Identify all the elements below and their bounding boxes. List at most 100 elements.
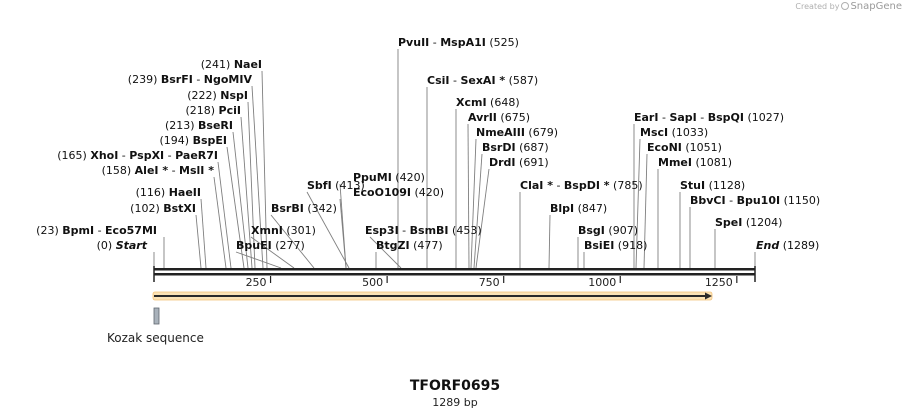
connector-nmeaiii	[470, 138, 477, 269]
site-name-stui: StuI	[680, 179, 705, 192]
connector-haeii	[200, 198, 207, 269]
site-position-bpmi: (23)	[36, 224, 62, 237]
site-position-stui: (1128)	[705, 179, 745, 192]
site-name-bbvci: BbvCI	[690, 194, 726, 207]
site-label-nspi: (222) NspI	[187, 89, 248, 102]
connector-xhoi	[217, 161, 232, 269]
connector-alei	[213, 176, 227, 269]
site-name-spei: SpeI	[715, 216, 742, 229]
ruler-tick-label-1000: 1000	[588, 276, 616, 289]
site-name-xhoi: XhoI	[90, 149, 118, 162]
connector-xmni	[250, 236, 295, 269]
site-label-bsgi: BsgI (907)	[578, 224, 638, 237]
site-name-bpuei: BpuEI	[236, 239, 272, 252]
site-name-econi: EcoNI	[647, 141, 682, 154]
connector-naei	[261, 70, 268, 269]
connector-sbfi	[306, 191, 350, 269]
site-position-btgzi: (477)	[410, 239, 443, 252]
connector-avrii	[467, 123, 470, 269]
site-sep: -	[94, 224, 105, 237]
site-label-drdi: DrdI (691)	[489, 156, 549, 169]
site-position-alei: (158)	[102, 164, 135, 177]
connector-bstxi	[195, 214, 202, 269]
site-name-btgzi: BtgZI	[376, 239, 410, 252]
site-name-haeii: HaeII	[169, 186, 201, 199]
site-name-mmei: MmeI	[658, 156, 692, 169]
site-label-xmni: XmnI (301)	[251, 224, 316, 237]
site-label-mmei: MmeI (1081)	[658, 156, 732, 169]
site-position-msci: (1033)	[668, 126, 708, 139]
site-label-haeii: (116) HaeII	[136, 186, 201, 199]
site-name-bsrfi: BsrFI	[161, 73, 193, 86]
site-name-alei: AleI *	[135, 164, 169, 177]
site-name-clai: ClaI *	[520, 179, 553, 192]
site-position-xcmi: (648)	[487, 96, 520, 109]
site-label-ppumi: PpuMI (420)	[353, 171, 425, 184]
site-label-bsrdi: BsrDI (687)	[482, 141, 549, 154]
site-partner-ngomiv: NgoMIV	[204, 73, 253, 86]
site-position-eari: (1027)	[744, 111, 784, 124]
connector-esp3i	[369, 236, 402, 269]
site-label-alei: (158) AleI * - MslI *	[102, 164, 215, 177]
site-label-sbfi: SbfI (413)	[307, 179, 365, 192]
connector-pcii	[240, 116, 253, 269]
connector-bsrbi	[270, 214, 315, 269]
site-label-stui: StuI (1128)	[680, 179, 745, 192]
site-position-bsrfi: (239)	[128, 73, 161, 86]
site-name-csii: CsiI	[427, 74, 449, 87]
site-label-naei: (241) NaeI	[201, 58, 262, 71]
site-label-bsrbi: BsrBI (342)	[271, 202, 337, 215]
site-name-bsrdi: BsrDI	[482, 141, 516, 154]
site-label-econi: EcoNI (1051)	[647, 141, 722, 154]
site-name-bpmi: BpmI	[62, 224, 94, 237]
site-name-eari: EarI	[634, 111, 658, 124]
site-partner-bsmbi: BsmBI	[410, 224, 449, 237]
site-label-bpuei: BpuEI (277)	[236, 239, 305, 252]
ruler-tick-label-1250: 1250	[705, 276, 733, 289]
site-partner-sexai: SexAI *	[460, 74, 505, 87]
site-sep: -	[399, 224, 410, 237]
site-position-drdi: (691)	[516, 156, 549, 169]
site-position-haeii: (116)	[136, 186, 169, 199]
site-label-start: (0) Start	[97, 239, 148, 252]
site-partner-bpu10i: Bpu10I	[737, 194, 781, 207]
site-position-ppumi: (420)	[392, 171, 425, 184]
connector-blpi	[548, 214, 551, 269]
site-label-eari: EarI - SapI - BspQI (1027)	[634, 111, 784, 124]
site-position-xhoi: (165)	[57, 149, 90, 162]
site-sep: -	[193, 73, 204, 86]
site-position-pvuii: (525)	[486, 36, 519, 49]
site-name-blpi: BlpI	[550, 202, 574, 215]
site-partner-mspa1i: MspA1I	[440, 36, 486, 49]
site-position-csii: (587)	[505, 74, 538, 87]
site-position-xmni: (301)	[283, 224, 316, 237]
created-by-text: Created by	[795, 2, 840, 11]
site-position-bstxi: (102)	[130, 202, 163, 215]
connector-bpuei	[235, 251, 282, 269]
site-name-nspi: NspI	[220, 89, 248, 102]
site-name-nmeaiii: NmeAIII	[476, 126, 525, 139]
site-position-naei: (241)	[201, 58, 234, 71]
connector-drdi	[475, 168, 490, 269]
construct-title: TFORF0695	[409, 378, 501, 394]
connector-econi	[643, 153, 648, 269]
site-name-esp3i: Esp3I	[365, 224, 399, 237]
site-label-blpi: BlpI (847)	[550, 202, 607, 215]
site-label-bbvci: BbvCI - Bpu10I (1150)	[690, 194, 820, 207]
site-label-msci: MscI (1033)	[640, 126, 708, 139]
site-label-clai: ClaI * - BspDI * (785)	[520, 179, 643, 192]
site-position-spei: (1204)	[742, 216, 782, 229]
site-name-bsiei: BsiEI	[584, 239, 614, 252]
connector-bseri	[232, 131, 249, 269]
site-position-bspei: (194)	[160, 134, 193, 147]
branding: Created by SnapGene	[795, 1, 902, 12]
site-partner-bspdi: BspDI *	[564, 179, 610, 192]
site-sep: -	[449, 74, 460, 87]
site-label-avrii: AvrII (675)	[468, 111, 530, 124]
ruler-tick-label-750: 750	[479, 276, 500, 289]
site-position-esp3i: (453)	[449, 224, 482, 237]
site-label-bpmi: (23) BpmI - Eco57MI	[36, 224, 157, 237]
connector-nspi	[247, 101, 256, 269]
ruler-ticks: 250 500 750 1000 1250	[246, 276, 738, 289]
site-name-bspei: BspEI	[193, 134, 227, 147]
